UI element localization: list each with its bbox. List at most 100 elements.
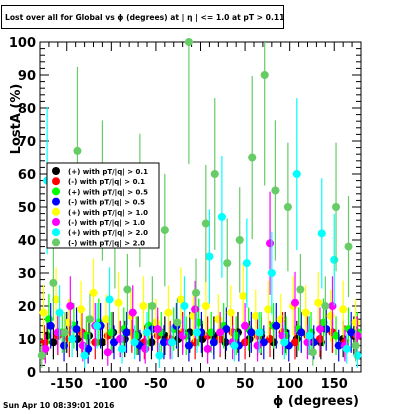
- data-point: [159, 338, 168, 347]
- data-point: [351, 341, 360, 350]
- data-point: [46, 321, 55, 330]
- data-point: [267, 269, 276, 277]
- data-point: [53, 328, 62, 337]
- y-axis-label: LostA (%): [9, 84, 24, 155]
- x-tick-label: -150: [50, 377, 83, 392]
- data-point: [191, 305, 200, 314]
- data-point: [68, 335, 77, 343]
- data-point: [141, 344, 150, 353]
- data-point: [73, 146, 82, 155]
- data-point: [223, 259, 232, 268]
- data-point: [328, 302, 337, 310]
- data-point: [296, 285, 305, 294]
- data-point: [210, 170, 219, 178]
- legend-marker: [52, 187, 60, 196]
- legend-marker: [52, 228, 60, 237]
- data-point: [308, 348, 317, 357]
- data-point: [78, 341, 87, 350]
- data-point: [259, 338, 268, 347]
- data-point: [160, 226, 169, 235]
- data-point: [314, 298, 323, 307]
- data-point: [41, 344, 50, 353]
- data-point: [334, 341, 343, 350]
- data-point: [276, 315, 285, 324]
- data-point: [292, 170, 301, 178]
- data-point: [60, 328, 69, 337]
- data-point: [49, 278, 58, 287]
- data-point: [116, 335, 125, 343]
- data-point: [40, 338, 49, 347]
- data-point: [82, 331, 91, 340]
- data-point: [103, 348, 112, 357]
- data-point: [353, 351, 362, 360]
- x-axis-label: ϕ (degrees): [273, 394, 359, 409]
- data-point: [272, 321, 281, 330]
- y-tick-label: 40: [18, 234, 36, 249]
- data-point: [89, 288, 98, 297]
- data-point: [77, 305, 86, 314]
- y-tick-label: 100: [9, 36, 36, 51]
- data-point: [180, 302, 189, 310]
- data-point: [49, 338, 58, 347]
- data-point: [139, 302, 148, 310]
- y-tick-label: 80: [18, 102, 36, 117]
- data-point: [347, 328, 356, 337]
- data-point: [242, 259, 251, 268]
- data-point: [203, 344, 212, 353]
- data-point: [143, 328, 151, 337]
- data-point: [291, 338, 300, 347]
- legend-label: (+) with pT/|q| > 2.0: [68, 229, 148, 238]
- data-point: [80, 351, 89, 360]
- legend-marker: [52, 218, 60, 226]
- data-point: [148, 302, 157, 310]
- data-point: [205, 252, 214, 261]
- data-point: [264, 305, 273, 314]
- data-point: [118, 344, 127, 353]
- data-point: [321, 302, 330, 310]
- data-point: [214, 315, 223, 324]
- data-point: [326, 311, 335, 320]
- data-point: [260, 71, 269, 79]
- legend: (+) with pT/|q| > 0.1(-) with pT/|q| > 0…: [52, 167, 148, 248]
- data-point: [222, 325, 231, 334]
- data-point: [201, 219, 210, 228]
- data-point: [101, 315, 110, 324]
- chart-title: Lost over all for Global vs ϕ (degrees) …: [5, 13, 285, 22]
- data-point: [114, 298, 123, 307]
- data-point: [110, 338, 119, 347]
- x-tick-label: 150: [321, 377, 348, 392]
- x-tick-label: 100: [276, 377, 303, 392]
- data-point: [309, 338, 318, 347]
- data-point: [216, 328, 225, 337]
- data-point: [301, 308, 310, 317]
- legend-label: (-) with pT/|q| > 0.5: [68, 199, 145, 208]
- x-tick-label: -50: [144, 377, 168, 392]
- legend-label: (+) with pT/|q| > 0.5: [68, 188, 148, 197]
- data-point: [280, 338, 289, 347]
- data-point: [55, 308, 64, 317]
- y-tick-label: 30: [18, 267, 36, 282]
- data-point: [39, 308, 48, 317]
- axis-ticks: 0 10 20 30 40 50 60 70 80 90 100 -150 -100 -50 0 50 100 1…: [9, 36, 362, 392]
- data-point: [201, 302, 210, 310]
- data-point: [332, 203, 341, 211]
- legend-marker: [52, 207, 60, 216]
- data-point: [184, 341, 193, 350]
- y-tick-label: 0: [27, 366, 36, 381]
- data-point: [207, 328, 216, 337]
- legend-marker: [52, 177, 60, 186]
- data-point: [153, 325, 162, 334]
- data-point: [247, 328, 256, 337]
- legend-label: (-) with pT/|q| > 0.1: [68, 178, 145, 187]
- data-point: [241, 321, 250, 330]
- data-point: [173, 318, 182, 327]
- legend-marker: [52, 167, 60, 175]
- data-point: [235, 236, 244, 244]
- data-point: [251, 311, 260, 320]
- data-point: [93, 321, 102, 330]
- data-point: [339, 305, 348, 314]
- data-point: [184, 38, 193, 46]
- data-point: [344, 242, 353, 251]
- data-point: [147, 338, 156, 347]
